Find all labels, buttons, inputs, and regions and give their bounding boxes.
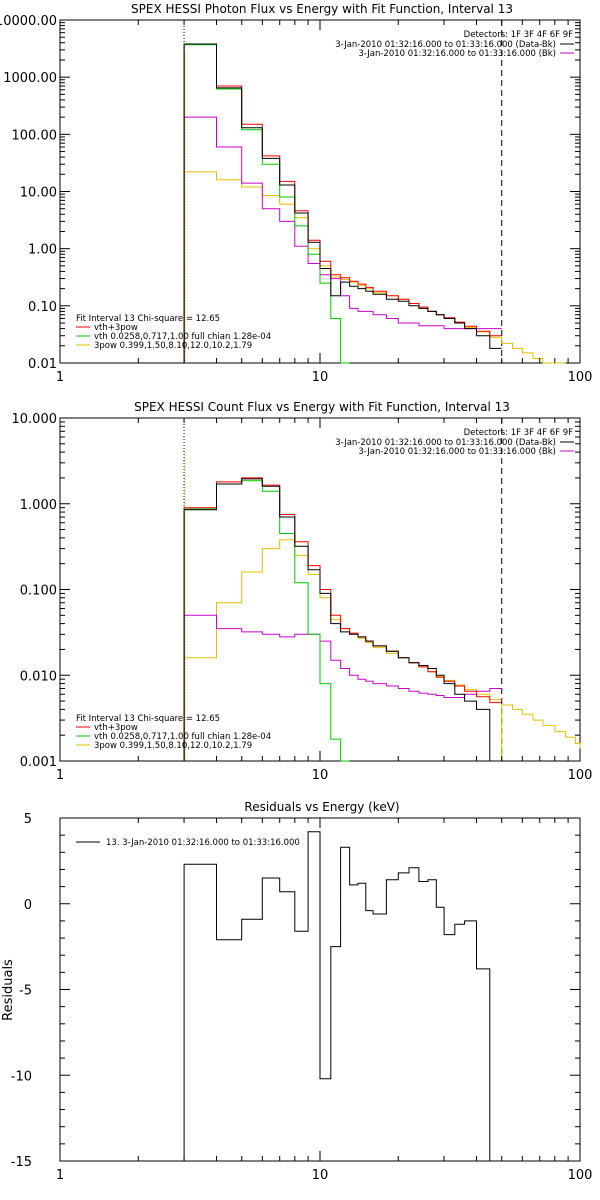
residuals-series (183, 831, 502, 1162)
y-tick-label: 1.00 (28, 243, 57, 258)
count-fit-item-0: vth+3pow (94, 723, 138, 733)
photon-legend-bk: 3-Jan-2010 01:32:16.000 to 01:33:16.000 … (358, 49, 556, 59)
series-vth-3pow (183, 43, 502, 363)
y-tick-label: 100.00 (12, 128, 58, 143)
photon-fit-item-1: vth 0.0258,0.717,1.00 full chian 1.28e-0… (94, 332, 271, 342)
x-tick-label: 100 (568, 768, 593, 783)
count-fit-item-2: 3pow 0.399,1.50,8.10,12.0,10.2,1.79 (94, 741, 252, 751)
y-tick-label: 0 (24, 898, 32, 913)
y-tick-label: -10 (11, 1069, 32, 1084)
y-tick-label: 0.001 (20, 755, 57, 770)
residuals-axes: 1 10 100 -15 -10 -5 0 5 (11, 812, 593, 1183)
y-tick-label: 10.000 (12, 412, 58, 427)
residuals-title: Residuals vs Energy (keV) (244, 800, 399, 814)
photon-flux-axes: 1 10 100 0.01 0.10 1.00 10.00 100.00 1000.00 1000… (0, 14, 592, 385)
y-tick-label: 1000.00 (3, 71, 57, 86)
x-tick-label: 1 (56, 1168, 64, 1183)
series-bk (183, 116, 502, 363)
y-tick-label: 0.010 (20, 669, 57, 684)
photon-flux-panel: SPEX HESSI Photon Flux vs Energy with Fi… (0, 2, 592, 385)
x-tick-label: 100 (568, 1168, 593, 1183)
series-bk (183, 614, 502, 761)
y-tick-label: 1.000 (20, 498, 57, 513)
x-tick-label: 1 (56, 370, 64, 385)
series-3pow-ext (501, 704, 581, 761)
x-tick-label: 1 (56, 768, 64, 783)
residuals-ylabel: Residuals (1, 959, 16, 1021)
x-tick-label: 10 (312, 768, 329, 783)
photon-flux-series (183, 20, 566, 364)
series-3pow (183, 539, 502, 761)
y-tick-label: 0.01 (28, 357, 57, 372)
series-vth-3pow (183, 477, 502, 761)
y-tick-label: 10.00 (20, 186, 57, 201)
photon-flux-title: SPEX HESSI Photon Flux vs Energy with Fi… (131, 2, 513, 16)
photon-fit-item-0: vth+3pow (94, 323, 138, 333)
count-flux-title: SPEX HESSI Count Flux vs Energy with Fit… (134, 400, 510, 414)
count-fit-header: Fit Interval 13 Chi-square = 12.65 (76, 714, 220, 724)
count-flux-axes: 1 10 100 0.001 0.010 0.100 1.000 10.000 (12, 412, 593, 783)
x-tick-label: 10 (312, 1168, 329, 1183)
series-data-bk (183, 478, 502, 762)
y-tick-label: 0.100 (20, 584, 57, 599)
count-flux-series (183, 418, 581, 762)
photon-fit-item-2: 3pow 0.399,1.50,8.10,12.0,10.2,1.79 (94, 341, 252, 351)
series-13-3-jan-2010-01-32-16-000-to-01-33-16-000 (183, 831, 502, 1162)
count-fit-item-1: vth 0.0258,0.717,1.00 full chian 1.28e-0… (94, 732, 271, 742)
y-tick-label: 0.10 (28, 300, 57, 315)
y-tick-label: 10000.00 (0, 14, 57, 29)
count-detectors-label: Detectors: 1F 3F 4F 6F 9F (464, 428, 573, 438)
photon-detectors-label: Detectors: 1F 3F 4F 6F 9F (464, 30, 573, 40)
y-tick-label: -15 (11, 1155, 32, 1170)
count-legend-data-bk: 3-Jan-2010 01:32:16.000 to 01:33:16.000 … (335, 438, 556, 448)
count-legend-bk: 3-Jan-2010 01:32:16.000 to 01:33:16.000 … (358, 447, 556, 457)
count-flux-panel: SPEX HESSI Count Flux vs Energy with Fit… (12, 400, 593, 783)
residuals-panel: Residuals vs Energy (keV) 1 10 100 -15 -10 -5… (1, 800, 592, 1183)
x-tick-label: 100 (568, 370, 593, 385)
series-data-bk (183, 43, 502, 363)
y-tick-label: -5 (19, 984, 32, 999)
residuals-legend-text: 13. 3-Jan-2010 01:32:16.000 to 01:33:16.… (106, 838, 300, 848)
photon-fit-header: Fit Interval 13 Chi-square = 12.65 (76, 314, 220, 324)
photon-legend-data-bk: 3-Jan-2010 01:32:16.000 to 01:33:16.000 … (335, 40, 556, 50)
x-tick-label: 10 (312, 370, 329, 385)
y-tick-label: 5 (24, 812, 32, 827)
